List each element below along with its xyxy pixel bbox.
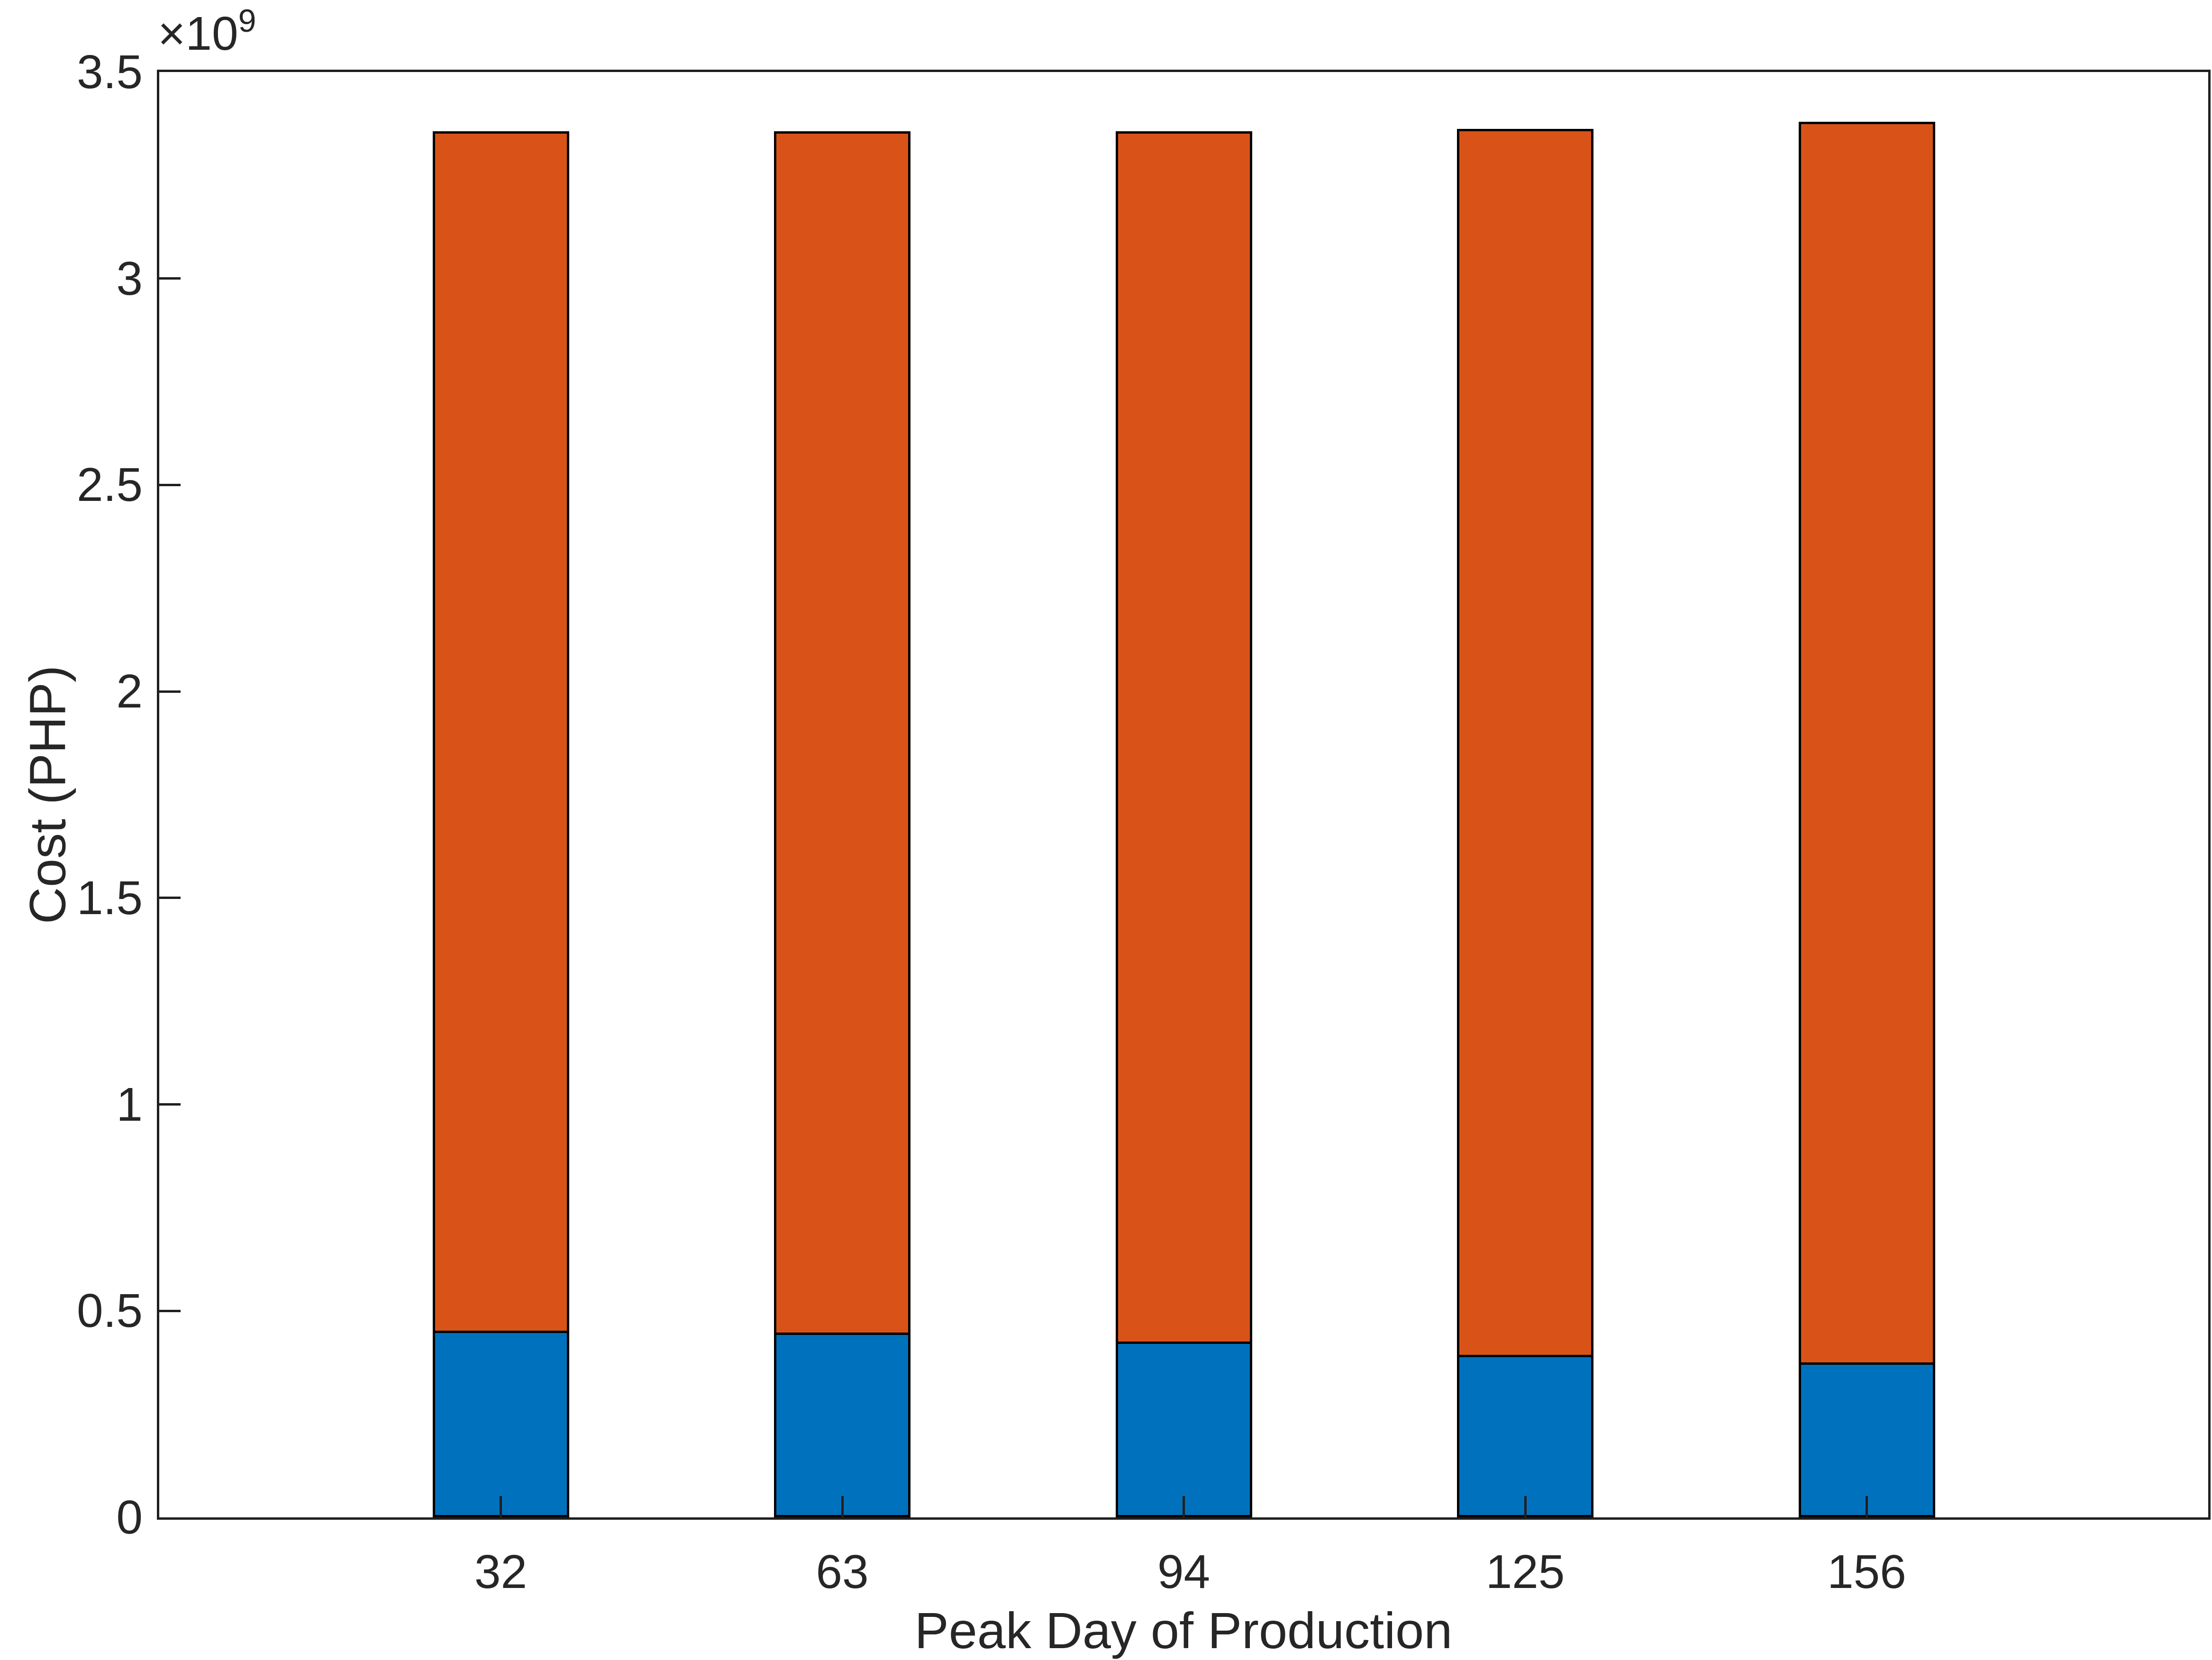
y-tick [159,277,181,280]
x-tick [1866,1496,1868,1517]
x-tick-label: 125 [1485,1545,1565,1598]
y-axis-exponent-label: ×109 [158,5,256,60]
y-tick-label: 2 [116,665,143,718]
y-tick [159,483,181,486]
bar-group-32 [433,131,569,1517]
bar-segment-orange [1799,122,1935,1365]
y-tick-label: 3 [116,252,143,305]
bar-segment-blue [1457,1355,1593,1517]
y-tick-label: 0.5 [76,1284,143,1338]
bar-group-156 [1799,122,1935,1517]
x-tick [1183,1496,1185,1517]
y-tick-label: 2.5 [76,458,143,512]
y-tick [159,897,181,899]
bar-segment-orange [1116,131,1252,1344]
bar-segment-orange [433,131,569,1333]
bar-group-94 [1116,131,1252,1517]
bar-segment-blue [774,1333,910,1517]
bar-segment-blue [1116,1342,1252,1517]
bar-group-63 [774,131,910,1517]
y-tick-label: 1 [116,1078,143,1131]
y-tick-label: 3.5 [76,45,143,99]
x-axis-label: Peak Day of Production [914,1602,1453,1659]
y-tick [159,1309,181,1312]
y-tick [159,1103,181,1106]
exponent-base: ×10 [158,7,238,60]
x-tick [841,1496,844,1517]
bar-segment-orange [774,131,910,1335]
x-tick [500,1496,502,1517]
x-tick-label: 94 [1157,1545,1211,1598]
plot-area [157,70,2211,1520]
y-tick [159,690,181,693]
y-tick-label: 0 [116,1491,143,1544]
bar-segment-orange [1457,129,1593,1357]
x-tick-label: 32 [474,1545,528,1598]
bar-group-125 [1457,129,1593,1517]
bar-segment-blue [433,1331,569,1517]
x-tick-label: 63 [816,1545,869,1598]
x-tick-label: 156 [1827,1545,1906,1598]
x-tick [1524,1496,1527,1517]
y-tick-label: 1.5 [76,871,143,925]
bar-segment-blue [1799,1362,1935,1517]
exponent-power: 9 [238,3,256,39]
